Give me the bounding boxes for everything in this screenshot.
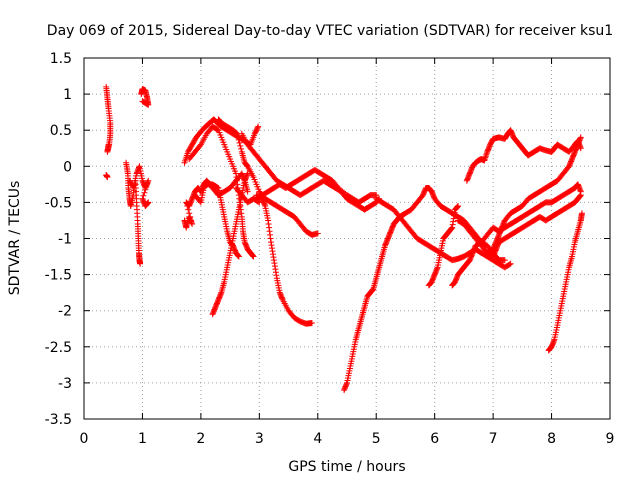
data-point [142,186,149,193]
chart-title: Day 069 of 2015, Sidereal Day-to-day VTE… [47,23,613,39]
x-axis-ticks: 0 1 2 3 4 5 6 7 8 9 [80,58,615,447]
data-point [236,139,243,146]
series-arc-a [103,83,114,155]
data-points [103,83,585,394]
series-arc-i [192,181,242,260]
series-arc-v [484,192,584,260]
y-tick-label: -1 [58,232,72,248]
data-point [145,177,152,184]
y-axis-ticks: 1.5 1 0.5 0 -0.5 -1 -1.5 -2 -2.5 -3 -3.5 [45,51,610,428]
plot-frame [83,57,611,420]
series-arc-h [186,123,257,260]
y-tick-label: 1.5 [50,51,72,67]
data-point [578,210,585,217]
data-point [104,174,111,181]
y-tick-label: 1 [63,87,72,103]
series-arc-p [341,184,508,394]
data-point [196,142,203,149]
series-arc-c [138,86,152,108]
x-tick-label: 7 [489,431,498,447]
series-arc-j [209,170,251,318]
data-point [144,180,151,187]
y-tick-label: -0.5 [45,195,72,211]
data-point [507,260,514,267]
x-tick-label: 5 [372,431,381,447]
series-arc-s [449,181,584,289]
data-point [196,198,203,205]
data-point [145,199,152,206]
data-point [254,124,261,131]
data-point [506,261,513,268]
data-point [314,230,321,237]
data-point [141,189,148,196]
data-point [140,98,147,105]
series-arc-l [253,192,315,327]
series-arc-r [425,203,462,289]
data-point [186,210,193,217]
data-point [244,188,251,195]
y-tick-label: 0.5 [50,123,72,139]
series-arc-e [126,163,152,210]
data-point [238,145,245,152]
y-tick-label: -3.5 [45,412,72,428]
data-point [235,253,242,260]
series-arc-u [455,134,584,256]
x-tick-label: 2 [196,431,205,447]
grid-lines [84,58,610,419]
data-point [577,134,584,141]
x-tick-label: 6 [430,431,439,447]
series-arc-t [463,127,584,184]
y-tick-label: 0 [63,159,72,175]
series-arc-n [238,130,383,213]
data-point [255,123,262,130]
data-point [308,319,315,326]
data-point [455,203,462,210]
series-arc-w [545,210,585,354]
x-tick-label: 8 [547,431,556,447]
data-point [234,133,241,140]
data-point [137,260,144,267]
y-axis-label: SDTVAR / TECUs [7,181,23,296]
x-tick-label: 4 [313,431,322,447]
data-point [105,141,112,148]
data-point [235,136,242,143]
y-tick-label: -3 [58,376,72,392]
data-point [188,217,195,224]
data-point [129,183,136,190]
x-tick-label: 3 [255,431,264,447]
data-point [189,221,196,228]
y-tick-label: -1.5 [45,268,72,284]
data-point [501,257,508,264]
series-arc-b [103,171,111,181]
data-point [256,199,263,206]
data-point [139,98,146,105]
data-point [214,184,221,191]
data-point [214,126,221,133]
y-tick-label: -2.5 [45,340,72,356]
data-point [187,213,194,220]
data-point [250,253,257,260]
data-point [143,183,150,190]
y-tick-label: -2 [58,304,72,320]
x-tick-label: 1 [138,431,147,447]
data-point [237,142,244,149]
x-axis-label: GPS time / hours [288,459,405,475]
data-point [255,198,262,205]
data-point [233,130,240,137]
data-point [577,192,584,199]
data-point [232,129,239,136]
series-arc-o [232,184,263,206]
x-tick-label: 0 [80,431,89,447]
x-tick-label: 9 [606,431,615,447]
